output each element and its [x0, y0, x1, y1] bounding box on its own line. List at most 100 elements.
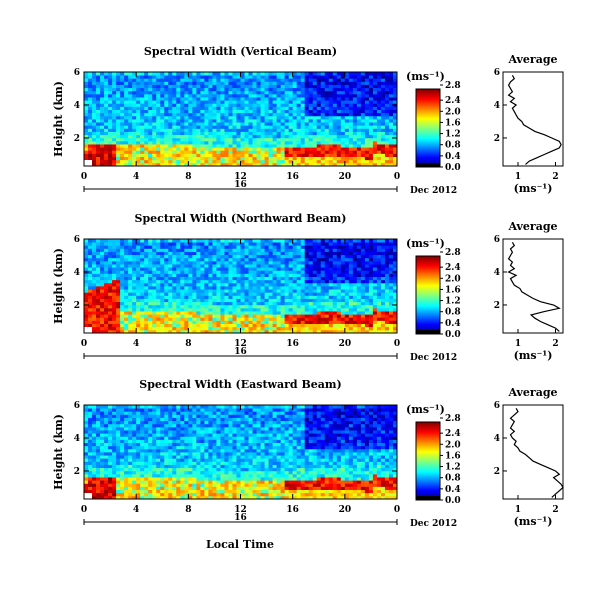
- heatmap-cell: [372, 267, 378, 271]
- heatmap-cell: [312, 81, 318, 85]
- heatmap-cell: [188, 84, 193, 89]
- heatmap-cell: [112, 103, 117, 107]
- heatmap-cell: [280, 137, 286, 142]
- heatmap-cell: [220, 97, 225, 101]
- heatmap-cell: [264, 93, 269, 98]
- heatmap-cell: [136, 239, 141, 243]
- heatmap-cell: [220, 307, 225, 312]
- heatmap-cell: [260, 301, 265, 306]
- heatmap-cell: [212, 162, 217, 167]
- heatmap-cell: [288, 115, 294, 120]
- heatmap-cell: [156, 267, 161, 271]
- heatmap-cell: [188, 329, 193, 334]
- heatmap-cell: [304, 128, 310, 132]
- heatmap-cell: [308, 122, 314, 126]
- heatmap-cell: [312, 254, 318, 259]
- heatmap-cell: [104, 103, 109, 107]
- heatmap-cell: [252, 270, 257, 274]
- heatmap-cell: [368, 125, 374, 129]
- heatmap-cell: [92, 317, 97, 321]
- heatmap-cell: [268, 115, 273, 120]
- heatmap-cell: [352, 81, 358, 85]
- heatmap-cell: [244, 119, 249, 123]
- heatmap-cell: [328, 314, 334, 318]
- heatmap-cell: [296, 292, 302, 296]
- heatmap-cell: [264, 279, 269, 284]
- heatmap-cell: [108, 140, 113, 145]
- heatmap-cell: [232, 97, 237, 101]
- heatmap-cell: [168, 292, 173, 296]
- heatmap-cell: [228, 103, 233, 107]
- heatmap-cell: [228, 119, 233, 123]
- heatmap-cell: [88, 134, 93, 139]
- heatmap-cell: [260, 162, 265, 167]
- heatmap-cell: [156, 84, 161, 89]
- heatmap-cell: [168, 134, 173, 139]
- heatmap-cell: [152, 119, 157, 123]
- heatmap-cell: [224, 137, 229, 142]
- heatmap-cell: [264, 162, 269, 167]
- heatmap-cell: [156, 81, 161, 85]
- heatmap-cell: [272, 320, 278, 324]
- heatmap-cell: [108, 276, 113, 281]
- heatmap-cell: [224, 276, 229, 281]
- heatmap-cell: [108, 109, 113, 114]
- heatmap-cell: [324, 242, 330, 246]
- heatmap-cell: [376, 153, 382, 157]
- heatmap-cell: [384, 72, 390, 76]
- heatmap-cell: [240, 289, 245, 293]
- heatmap-cell: [168, 115, 173, 120]
- heatmap-cell: [140, 260, 145, 265]
- heatmap-cell: [152, 109, 157, 114]
- heatmap-cell: [364, 317, 370, 321]
- heatmap-cell: [148, 286, 153, 290]
- heatmap-cell: [388, 84, 394, 89]
- heatmap-cell: [108, 245, 113, 249]
- heatmap-cell: [236, 159, 241, 164]
- heatmap-cell: [308, 282, 314, 287]
- heatmap-cell: [312, 292, 318, 296]
- heatmap-cell: [276, 279, 282, 284]
- heatmap-cell: [180, 311, 185, 315]
- heatmap-cell: [152, 260, 157, 265]
- heatmap-cell: [272, 254, 278, 259]
- heatmap-cell: [116, 289, 121, 293]
- heatmap-cell: [372, 251, 378, 256]
- heatmap-cell: [376, 257, 382, 262]
- heatmap-cell: [364, 81, 370, 85]
- heatmap-cell: [188, 137, 193, 142]
- heatmap-cell: [292, 292, 298, 296]
- heatmap-cell: [196, 295, 201, 299]
- heatmap-cell: [176, 260, 181, 265]
- heatmap-cell: [104, 442, 109, 447]
- heatmap-cell: [280, 159, 286, 164]
- heatmap-cell: [368, 279, 374, 284]
- heatmap-cell: [96, 467, 101, 472]
- heatmap-cell: [332, 282, 338, 287]
- heatmap-cell: [164, 245, 169, 249]
- heatmap-cell: [96, 248, 101, 252]
- heatmap-cell: [160, 72, 165, 76]
- heatmap-cell: [156, 270, 161, 274]
- heatmap-cell: [96, 480, 101, 484]
- heatmap-cell: [292, 112, 298, 117]
- heatmap-cell: [260, 257, 265, 262]
- heatmap-cell: [144, 147, 149, 151]
- heatmap-cell: [244, 298, 249, 303]
- heatmap-cell: [148, 81, 153, 85]
- heatmap-cell: [244, 276, 249, 281]
- heatmap-cell: [216, 103, 221, 107]
- heatmap-cell: [84, 439, 89, 443]
- heatmap-cell: [232, 150, 237, 154]
- heatmap-cell: [208, 128, 213, 132]
- heatmap-cell: [160, 109, 165, 114]
- heatmap-cell: [160, 131, 165, 136]
- heatmap-cell: [360, 282, 366, 287]
- heatmap-cell: [332, 122, 338, 126]
- heatmap-cell: [240, 87, 245, 92]
- heatmap-cell: [288, 90, 294, 95]
- heatmap-cell: [160, 295, 165, 299]
- heatmap-cell: [316, 122, 322, 126]
- heatmap-cell: [392, 78, 398, 82]
- heatmap-cell: [244, 279, 249, 284]
